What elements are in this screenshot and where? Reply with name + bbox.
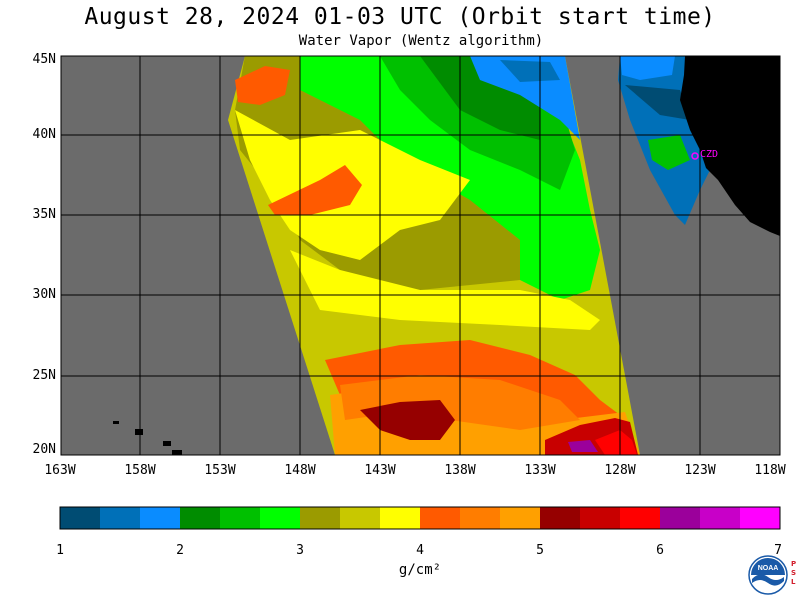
colorbar-swatch — [140, 507, 181, 529]
coastal-swath-green — [648, 135, 690, 170]
colorbar-tick: 3 — [296, 543, 304, 558]
swath-band-orange-mid — [268, 165, 362, 215]
swath-band-yellow-south — [290, 250, 600, 330]
colorbar-swatch — [460, 507, 501, 529]
colorbar-swatch — [620, 507, 661, 529]
colorbar-tick: 5 — [536, 543, 544, 558]
logo-text: NOAA — [758, 565, 779, 572]
lat-label-35n: 35N — [32, 207, 56, 222]
colorbar-swatch — [180, 507, 221, 529]
colorbar-units: g/cm² — [398, 562, 442, 578]
lon-label-163w: 163W — [44, 463, 76, 478]
swath-band-darkred — [360, 400, 455, 440]
lon-label-158w: 158W — [124, 463, 156, 478]
page-subtitle: Water Vapor (Wentz algorithm) — [298, 33, 544, 49]
coastal-swath-blue — [620, 56, 675, 80]
colorbar-swatch — [660, 507, 701, 529]
swath-band-midblue — [500, 60, 560, 82]
swath-band-brightred — [595, 430, 637, 455]
lat-label-20n: 20N — [32, 442, 56, 457]
island — [163, 441, 171, 446]
colorbar-swatch — [580, 507, 621, 529]
island — [172, 450, 182, 455]
colorbar-swatch — [420, 507, 461, 529]
colorbar-swatch — [740, 507, 781, 529]
colorbar-swatch — [340, 507, 381, 529]
psl-side-text: P S L — [791, 560, 797, 586]
lon-label-133w: 133W — [524, 463, 556, 478]
colorbar-tick: 7 — [774, 543, 782, 558]
colorbar-tick: 4 — [416, 543, 424, 558]
island — [135, 429, 143, 435]
lon-label-123w: 123W — [684, 463, 716, 478]
colorbar-swatch — [220, 507, 261, 529]
lat-label-30n: 30N — [32, 287, 56, 302]
lon-label-128w: 128W — [604, 463, 636, 478]
colorbar-swatch — [60, 507, 101, 529]
colorbar-swatch — [260, 507, 301, 529]
lat-label-25n: 25N — [32, 368, 56, 383]
colorbar — [60, 507, 781, 529]
lon-label-143w: 143W — [364, 463, 396, 478]
noaa-logo-icon: NOAA — [748, 555, 788, 595]
north-america-land — [680, 56, 780, 236]
swath-band-magenta — [568, 440, 598, 452]
lon-label-118w: 118W — [754, 463, 786, 478]
lon-label-153w: 153W — [204, 463, 236, 478]
colorbar-swatch — [500, 507, 541, 529]
swath-band-orange-north — [235, 66, 290, 105]
lat-label-40n: 40N — [32, 127, 56, 142]
lon-label-148w: 148W — [284, 463, 316, 478]
coastal-swath-darkblue — [625, 85, 690, 120]
station-label: CZD — [700, 149, 718, 160]
colorbar-swatch — [300, 507, 341, 529]
map-frame — [60, 55, 781, 456]
island — [113, 421, 119, 424]
lon-label-138w: 138W — [444, 463, 476, 478]
colorbar-swatch — [100, 507, 141, 529]
colorbar-swatch — [700, 507, 741, 529]
lat-label-45n: 45N — [32, 52, 56, 67]
colorbar-swatch — [540, 507, 581, 529]
colorbar-tick: 6 — [656, 543, 664, 558]
colorbar-tick: 1 — [56, 543, 64, 558]
station-marker-icon — [691, 152, 699, 160]
swath-band-darkgreen — [420, 56, 540, 140]
colorbar-swatch — [380, 507, 421, 529]
colorbar-tick: 2 — [176, 543, 184, 558]
colorbar-frame — [59, 506, 781, 530]
graticule — [61, 56, 780, 455]
page-title: August 28, 2024 01-03 UTC (Orbit start t… — [84, 4, 716, 30]
